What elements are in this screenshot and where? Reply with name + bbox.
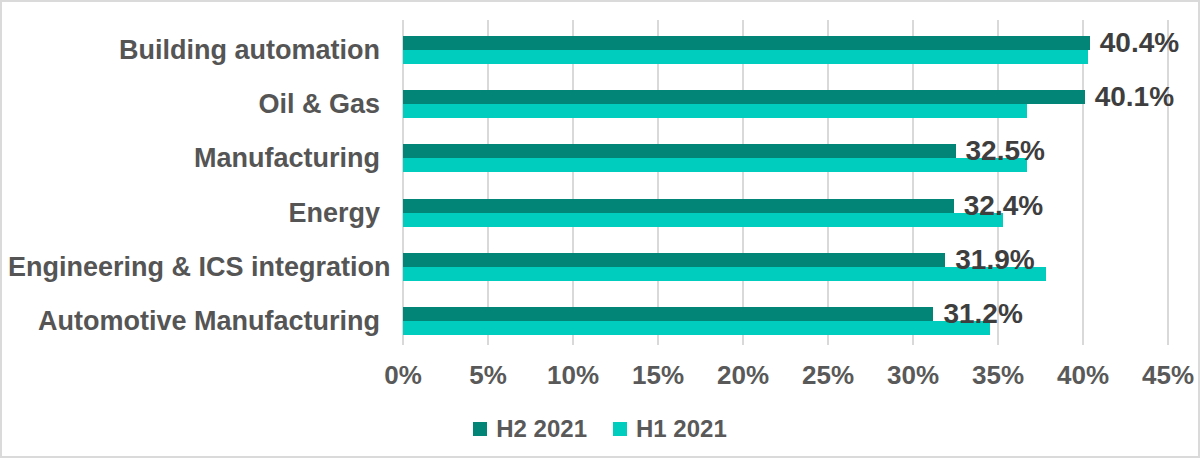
x-axis-tick-label: 35%: [953, 360, 1043, 390]
legend-label-h2-2021: H2 2021: [496, 416, 587, 442]
bar-h1-2021: [403, 267, 1046, 281]
category-label: Manufacturing: [8, 142, 380, 174]
bar-h2-2021: [403, 253, 945, 267]
category-label: Oil & Gas: [8, 88, 380, 120]
legend-swatch-h2-2021: [473, 422, 487, 436]
gridline: [997, 20, 999, 345]
gridline: [827, 20, 829, 345]
gridline: [742, 20, 744, 345]
x-axis-tick-label: 40%: [1038, 360, 1128, 390]
bar-h2-2021: [403, 144, 956, 158]
data-label: 31.9%: [955, 245, 1034, 275]
data-label: 32.4%: [964, 191, 1043, 221]
x-axis-tick-label: 45%: [1123, 360, 1200, 390]
gridline: [1167, 20, 1169, 345]
category-label: Automotive Manufacturing: [8, 305, 380, 337]
x-axis-tick-label: 25%: [783, 360, 873, 390]
data-label: 31.2%: [943, 299, 1022, 329]
gridline: [657, 20, 659, 345]
legend-item-h2-2021: H2 2021: [473, 416, 587, 442]
gridline: [572, 20, 574, 345]
x-axis-tick-label: 20%: [698, 360, 788, 390]
x-axis-tick-label: 0%: [358, 360, 448, 390]
bar-h1-2021: [403, 50, 1088, 64]
bar-h1-2021: [403, 213, 1003, 227]
gridline: [402, 20, 404, 345]
gridline: [487, 20, 489, 345]
category-label: Building automation: [8, 34, 380, 66]
x-axis-tick-label: 15%: [613, 360, 703, 390]
legend-swatch-h1-2021: [613, 422, 627, 436]
bar-h1-2021: [403, 104, 1027, 118]
gridline: [1082, 20, 1084, 345]
category-label: Energy: [8, 197, 380, 229]
bar-h2-2021: [403, 36, 1090, 50]
bar-h2-2021: [403, 199, 954, 213]
data-label: 40.4%: [1100, 28, 1179, 58]
x-axis-tick-label: 5%: [443, 360, 533, 390]
bar-h2-2021: [403, 90, 1085, 104]
x-axis-tick-label: 10%: [528, 360, 618, 390]
gridline: [912, 20, 914, 345]
legend-label-h1-2021: H1 2021: [636, 416, 727, 442]
bar-h1-2021: [403, 321, 990, 335]
data-label: 40.1%: [1095, 82, 1174, 112]
legend-item-h1-2021: H1 2021: [613, 416, 727, 442]
legend: H2 2021 H1 2021: [2, 416, 1198, 442]
x-axis-tick-label: 30%: [868, 360, 958, 390]
bar-h1-2021: [403, 158, 1027, 172]
category-label: Engineering & ICS integration: [8, 251, 380, 283]
data-label: 32.5%: [966, 136, 1045, 166]
bar-h2-2021: [403, 307, 933, 321]
bar-chart-figure: 40.4% 40.1% 32.5% 32.4% 31.9% 31.2% Building …: [0, 0, 1200, 458]
